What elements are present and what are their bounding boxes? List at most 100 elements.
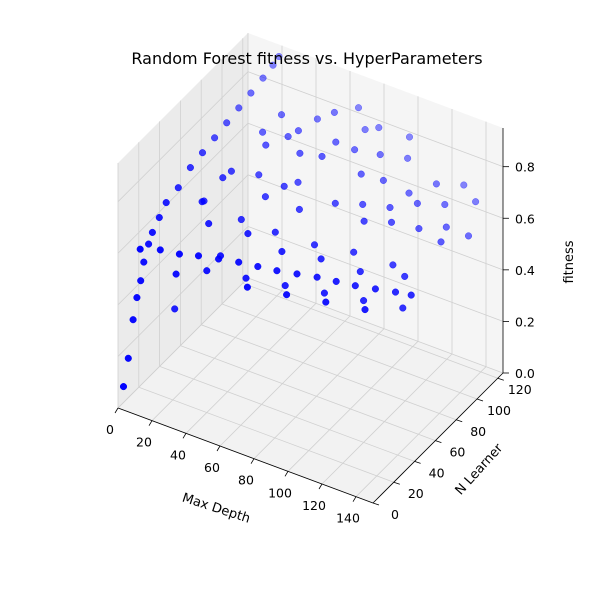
back-pane	[248, 33, 503, 373]
data-point	[243, 283, 251, 291]
data-point	[271, 228, 279, 236]
data-point	[235, 258, 243, 266]
data-point	[332, 277, 340, 285]
data-point	[223, 119, 231, 127]
data-point	[376, 151, 384, 159]
data-point	[148, 228, 156, 236]
y-axis-line	[372, 372, 504, 504]
y-tick-label: 60	[449, 445, 465, 460]
data-point	[205, 220, 213, 228]
x-tick-mark	[250, 458, 255, 464]
data-point	[441, 200, 449, 209]
data-point	[437, 238, 445, 246]
data-point	[375, 124, 383, 132]
data-point	[133, 294, 141, 302]
data-point	[379, 176, 387, 184]
data-point	[351, 146, 359, 154]
x-axis-label: Max Depth	[180, 491, 252, 527]
y-tick-mark	[456, 419, 463, 423]
data-point	[432, 180, 440, 188]
x-tick-mark	[216, 445, 221, 452]
data-point	[415, 225, 423, 233]
data-point	[137, 277, 145, 285]
data-point	[283, 291, 291, 299]
data-point	[203, 267, 211, 275]
z-tick-label: 0.8	[515, 160, 535, 175]
y-tick-mark	[414, 461, 421, 464]
data-point	[351, 282, 359, 290]
data-point	[331, 199, 339, 207]
data-point	[360, 217, 368, 225]
z-tick-label: 0.6	[515, 211, 535, 226]
data-point	[293, 270, 301, 278]
data-point	[399, 304, 407, 312]
grid-line-z	[117, 225, 504, 357]
z-tick-label: 0.2	[515, 314, 535, 329]
data-point	[136, 245, 144, 253]
data-point	[413, 199, 421, 207]
axis-lines	[117, 128, 504, 504]
data-point	[401, 272, 409, 280]
data-point	[219, 174, 227, 182]
data-point	[275, 52, 283, 61]
data-point	[332, 138, 340, 146]
y-tick-mark	[435, 440, 442, 443]
x-tick-mark	[182, 433, 187, 439]
data-point	[404, 154, 412, 162]
data-point	[357, 170, 365, 178]
x-tick-label: 0	[106, 422, 114, 437]
data-point	[354, 104, 363, 112]
grid-line-z	[117, 71, 504, 202]
data-point	[244, 230, 252, 238]
data-point	[235, 104, 243, 112]
data-point	[119, 383, 128, 391]
data-point	[296, 149, 304, 157]
data-point	[140, 258, 148, 266]
data-point	[294, 178, 302, 186]
data-point	[259, 128, 267, 136]
left-pane	[118, 33, 248, 408]
z-tick-label: 0.0	[515, 366, 535, 381]
data-point	[350, 248, 358, 256]
data-point	[317, 255, 325, 263]
data-point	[472, 198, 480, 206]
x-tick-label: 80	[238, 473, 254, 488]
x-tick-label: 100	[268, 485, 292, 500]
y-tick-label: 0	[391, 507, 399, 522]
data-point	[405, 133, 414, 141]
data-point	[129, 316, 137, 324]
data-point	[405, 189, 413, 197]
data-point	[255, 171, 263, 179]
chart-title: Random Forest fitness vs. HyperParameter…	[131, 49, 482, 68]
data-point	[360, 297, 368, 305]
data-point	[387, 218, 396, 226]
data-point	[294, 127, 302, 135]
data-point	[211, 134, 219, 142]
x-tick-mark	[352, 496, 357, 502]
y-tick-mark	[393, 481, 400, 485]
y-tick-mark	[476, 398, 484, 402]
data-point	[198, 149, 207, 157]
scatter-points	[119, 52, 480, 391]
data-point	[259, 74, 267, 82]
data-point	[371, 285, 379, 293]
x-tick-mark	[148, 420, 153, 426]
data-point	[198, 198, 206, 206]
floor-pane	[118, 278, 503, 503]
data-point	[247, 89, 255, 97]
data-point	[174, 184, 182, 192]
data-point	[284, 133, 292, 141]
data-point	[313, 273, 321, 281]
y-tick-label: 120	[508, 382, 532, 397]
y-tick-label: 100	[487, 403, 511, 418]
x-tick-mark	[114, 407, 119, 414]
data-point	[356, 268, 364, 276]
data-point	[186, 164, 194, 172]
grid-lines	[117, 33, 504, 504]
data-point	[361, 306, 369, 314]
data-point	[162, 199, 170, 207]
data-point	[215, 255, 223, 263]
